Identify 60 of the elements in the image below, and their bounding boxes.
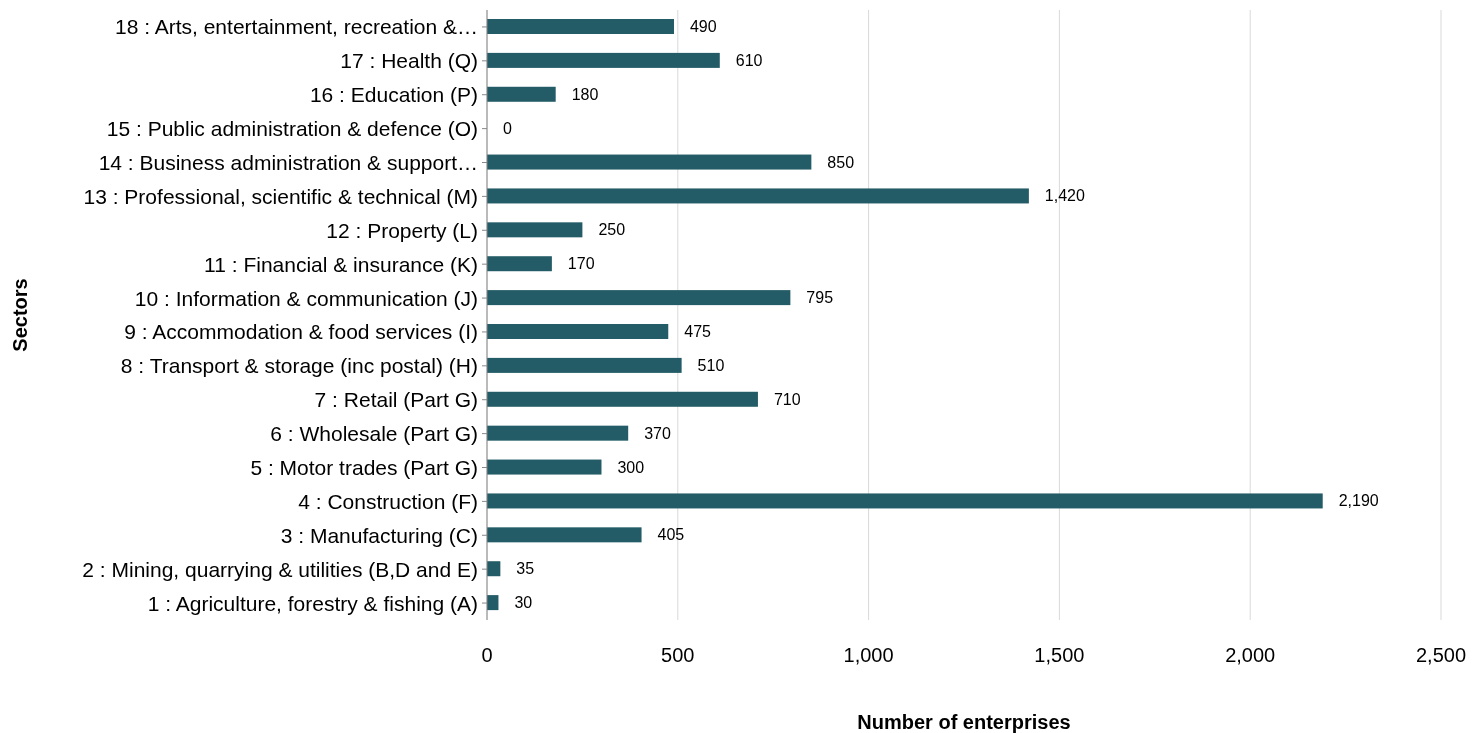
bar bbox=[487, 222, 583, 238]
bar bbox=[487, 391, 758, 407]
data-label: 35 bbox=[516, 560, 535, 578]
bar bbox=[487, 425, 629, 441]
x-axis-title: Number of enterprises bbox=[857, 711, 1071, 733]
y-tick-label: 13 : Professional, scientific & technical (M) bbox=[83, 184, 478, 208]
bar bbox=[487, 256, 552, 272]
bar bbox=[487, 19, 674, 34]
data-label: 30 bbox=[514, 594, 533, 612]
y-tick-label: 1 : Agriculture, forestry & fishing (A) bbox=[147, 591, 478, 615]
y-tick-label: 12 : Property (L) bbox=[326, 218, 478, 242]
y-tick-label: 18 : Arts, entertainment, recreation &… bbox=[114, 15, 478, 39]
data-label: 180 bbox=[571, 85, 599, 103]
data-label: 2,190 bbox=[1338, 492, 1379, 510]
data-label: 405 bbox=[657, 526, 685, 544]
x-tick-label: 1,000 bbox=[843, 644, 894, 667]
data-label: 610 bbox=[735, 51, 763, 69]
bar bbox=[487, 52, 720, 68]
data-label: 510 bbox=[697, 356, 725, 374]
x-tick-label: 2,000 bbox=[1225, 644, 1276, 667]
data-label: 370 bbox=[644, 424, 671, 442]
data-label: 300 bbox=[617, 458, 645, 476]
data-label: 1,420 bbox=[1044, 187, 1086, 205]
y-tick-label: 9 : Accommodation & food services (I) bbox=[124, 320, 478, 344]
bar bbox=[487, 290, 791, 306]
y-tick-label: 8 : Transport & storage (inc postal) (H) bbox=[120, 354, 478, 378]
bar bbox=[487, 188, 1029, 204]
y-tick-label: 7 : Retail (Part G) bbox=[314, 388, 478, 412]
bar bbox=[487, 86, 556, 102]
y-tick-label: 14 : Business administration & support… bbox=[98, 150, 478, 174]
y-tick-label: 17 : Health (Q) bbox=[340, 49, 478, 73]
x-tick-label: 1,500 bbox=[1034, 644, 1085, 667]
bar bbox=[487, 493, 1323, 509]
bar bbox=[487, 154, 812, 170]
data-label: 170 bbox=[567, 255, 595, 273]
bar bbox=[487, 561, 501, 577]
data-label: 490 bbox=[689, 18, 717, 35]
x-tick-label: 0 bbox=[481, 644, 493, 667]
bar bbox=[487, 459, 602, 475]
y-tick-label: 11 : Financial & insurance (K) bbox=[204, 252, 478, 276]
bar bbox=[487, 324, 669, 339]
data-label: 795 bbox=[806, 289, 834, 307]
data-label: 250 bbox=[598, 221, 626, 239]
bar bbox=[487, 527, 642, 543]
y-tick-label: 6 : Wholesale (Part G) bbox=[270, 422, 478, 446]
y-tick-label: 10 : Information & communication (J) bbox=[134, 286, 478, 310]
data-label: 710 bbox=[773, 390, 801, 408]
y-tick-label: 4 : Construction (F) bbox=[298, 489, 478, 513]
y-axis-title: Sectors bbox=[9, 278, 32, 352]
x-tick-label: 500 bbox=[661, 644, 695, 667]
data-label: 850 bbox=[827, 153, 855, 171]
y-tick-label: 15 : Public administration & defence (O) bbox=[106, 117, 478, 141]
x-tick-label: 2,500 bbox=[1415, 644, 1467, 667]
data-label: 475 bbox=[684, 323, 712, 340]
y-tick-label: 16 : Education (P) bbox=[309, 83, 478, 107]
y-tick-label: 5 : Motor trades (Part G) bbox=[250, 455, 478, 479]
y-tick-label: 3 : Manufacturing (C) bbox=[280, 523, 478, 547]
bar bbox=[487, 357, 682, 373]
y-tick-label: 2 : Mining, quarrying & utilities (B,D and E) bbox=[82, 557, 478, 581]
data-label: 0 bbox=[503, 119, 512, 137]
